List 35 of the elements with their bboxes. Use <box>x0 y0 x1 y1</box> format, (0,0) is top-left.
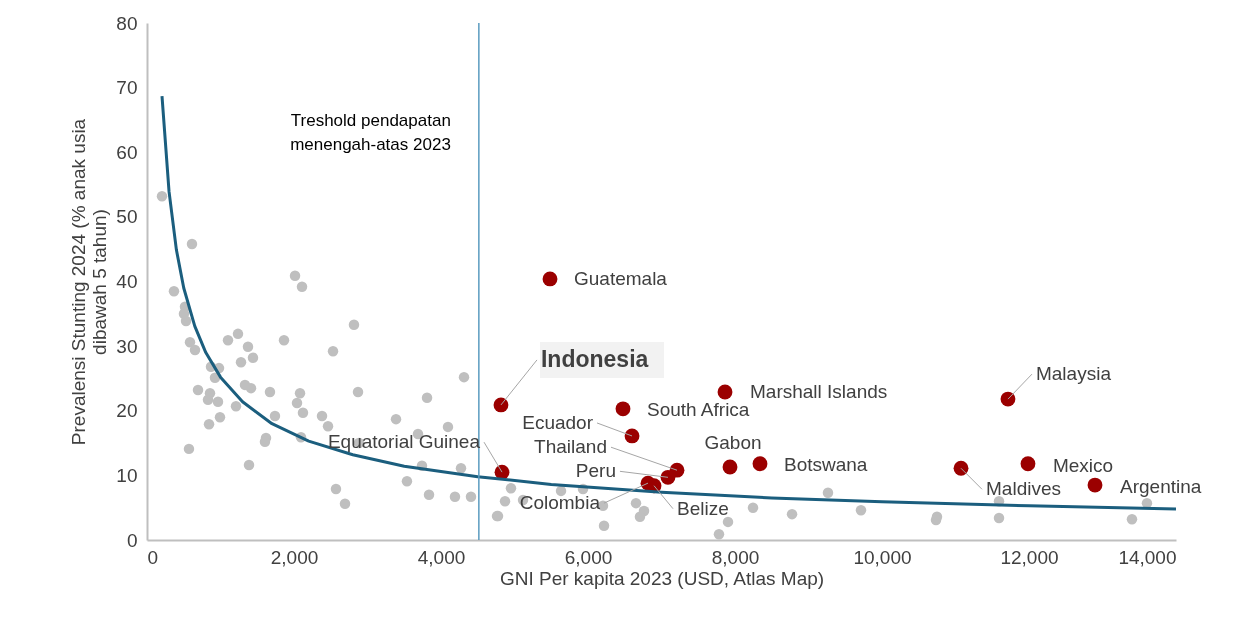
annotation: Malaysia <box>1035 363 1112 385</box>
x-tick-label: 4,000 <box>417 546 466 568</box>
annotation: Belize <box>677 497 729 519</box>
annotation: Argentina <box>1120 476 1202 498</box>
y-tick-label: 0 <box>126 529 138 551</box>
y-tick-label: 70 <box>116 77 138 99</box>
annotation: Mexico <box>1052 454 1114 476</box>
annotation: Ecuador <box>522 411 594 433</box>
x-tick-label: 10,000 <box>853 546 912 568</box>
annotation: South Africa <box>646 398 750 420</box>
annotation: Guatemala <box>574 267 668 289</box>
y-tick-label: 40 <box>116 271 138 292</box>
x-tick-label: 2,000 <box>270 546 319 568</box>
x-axis-title: GNI Per kapita 2023 (USD, Atlas Map) <box>499 567 825 589</box>
y-tick-label: 80 <box>116 12 138 34</box>
ref-line-label: Treshold pendapatan menengah-atas 2023 <box>290 111 451 154</box>
y-tick-label: 50 <box>116 206 138 228</box>
y-tick-label: 60 <box>116 141 138 163</box>
x-tick-label: 14,000 <box>1118 546 1177 568</box>
annotation: Marshall Islands <box>750 381 888 403</box>
x-tick-label: 12,000 <box>1000 546 1059 568</box>
x-tick-label: 8,000 <box>711 546 760 568</box>
y-axis-title: Prevalensi Stunting 2024 (% anak usia dibawah 5 tahun) <box>68 118 111 446</box>
annotation: Peru <box>575 460 616 482</box>
annotation: Botswana <box>783 453 868 475</box>
x-tick-label: 6,000 <box>564 546 613 568</box>
y-tick-label: 30 <box>116 335 138 357</box>
y-tick-label: 20 <box>116 400 138 422</box>
annotation: Maldives <box>986 478 1061 500</box>
annotation: Gabon <box>704 431 762 453</box>
x-tick-label: 0 <box>147 546 159 568</box>
y-tick-label: 10 <box>116 464 138 486</box>
annotation: Colombia <box>519 492 601 514</box>
annotation: Indonesia <box>540 345 649 372</box>
annotation: Thailand <box>534 436 608 458</box>
